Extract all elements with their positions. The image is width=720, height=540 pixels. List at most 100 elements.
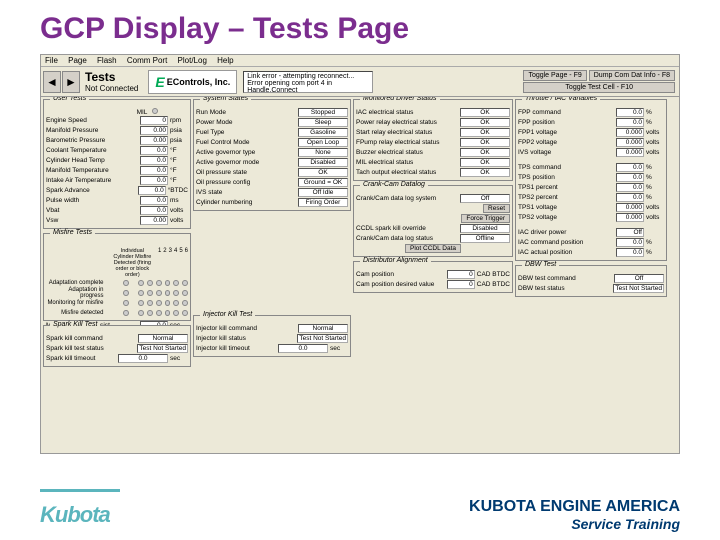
row-value: OK [460,108,510,117]
distributor-title: Distributor Alignment [360,257,431,264]
misfire-led [147,300,153,306]
err-line1: Link error - attempting reconnect... [247,73,369,80]
row-label: TPS2 voltage [518,214,616,221]
row-label: TPS command [518,164,616,171]
misfire-led [147,280,153,286]
error-messages: Link error - attempting reconnect... Err… [243,71,373,93]
row-value: None [298,148,348,157]
row-unit: sec [330,345,348,352]
row-value: 0.0 [616,238,644,247]
row-label: Manifold Temperature [46,167,140,174]
cc-r2-v[interactable]: Disabled [460,224,510,233]
conn-status: Not Connected [85,84,138,93]
footer-line2: Service Training [469,516,680,532]
row-value: 0 [447,280,475,289]
menu-page[interactable]: Page [68,56,87,65]
row-value: 0.0 [118,354,168,363]
injector-kill-title: Injector Kill Test [200,311,255,318]
menu-help[interactable]: Help [217,56,233,65]
row-unit: % [646,249,664,256]
row-label: Cam position [356,271,447,278]
app-window: File Page Flash Comm Port Plot/Log Help … [40,54,680,454]
row-label: Injector kill timeout [196,345,278,352]
spark-kill-panel: Spark Kill Test Spark kill commandNormal… [43,325,191,367]
row-label: Power Mode [196,119,298,126]
throttle-title: Throttle / IAC Variables [522,97,600,102]
logo-text: EControls, Inc. [167,77,231,87]
row-label: Run Mode [196,109,298,116]
reset-button[interactable]: Reset [483,204,510,213]
nav-next-button[interactable]: ► [62,71,80,93]
menu-commport[interactable]: Comm Port [127,56,167,65]
row-label: Tach output electrical status [356,169,460,176]
row-value: 0.0 [140,206,168,215]
row-label: FPump relay electrical status [356,139,460,146]
row-label: Injector kill status [196,335,297,342]
row-value: 0.0 [140,176,168,185]
row-unit: % [646,184,664,191]
misfire-led [173,300,179,306]
misfire-row-label: Adaptation complete [46,280,103,286]
row-unit: % [646,194,664,201]
row-unit: psia [170,137,188,144]
row-unit: volts [646,129,664,136]
dbw-title: DBW Test [522,261,559,268]
misfire-led [173,310,179,316]
row-label: TPS position [518,174,616,181]
row-value: 0.000 [616,138,644,147]
menu-file[interactable]: File [45,56,58,65]
row-value: OK [460,128,510,137]
row-unit: % [646,109,664,116]
row-label: IAC driver power [518,229,616,236]
row-value: Sleep [298,118,348,127]
row-label: Engine Speed [46,117,140,124]
row-unit: ms [170,197,188,204]
misfire-led [138,290,144,296]
row-value: 0.0 [140,166,168,175]
menu-plotlog[interactable]: Plot/Log [178,56,207,65]
row-value: 0.0 [616,173,644,182]
row-value: OK [460,148,510,157]
slide-title: GCP Display – Tests Page [0,0,720,54]
misfire-led [138,310,144,316]
misfire-led [138,280,144,286]
row-label: Spark kill command [46,335,138,342]
toggle-cell-button[interactable]: Toggle Test Cell - F10 [523,82,675,93]
row-label: Buzzer electrical status [356,149,460,156]
misfire-led [165,300,171,306]
row-unit: volts [646,214,664,221]
cc-r1-v[interactable]: Off [460,194,510,203]
row-value: OK [460,138,510,147]
misfire-led [182,280,188,286]
row-value: Open Loop [298,138,348,147]
misfire-led [123,300,129,306]
toggle-page-button[interactable]: Toggle Page - F9 [523,70,586,81]
row-value: Test Not Started [137,344,188,353]
row-label: Spark Advance [46,187,138,194]
row-label: FPP2 voltage [518,139,616,146]
plot-ccdl-button[interactable]: Plot CCDL Data [405,244,461,253]
row-value: 0.0 [278,344,328,353]
menubar: File Page Flash Comm Port Plot/Log Help [41,55,679,67]
row-unit: sec [170,355,188,362]
row-label: DBW test status [518,285,613,292]
row-value: Off [616,228,644,237]
distributor-panel: Distributor Alignment Cam position0CAD B… [353,261,513,293]
row-value: OK [460,118,510,127]
row-label: IVS voltage [518,149,616,156]
misfire-led [156,300,162,306]
misfire-row-label: Monitoring for misfire [46,300,103,306]
row-label: Active governor type [196,149,298,156]
mil-label: MIL [46,108,188,116]
monitored-panel: Monitored Driver Status IAC electrical s… [353,99,513,181]
row-value: Firing Order [298,198,348,207]
dump-button[interactable]: Dump Com Dat Info - F8 [589,70,675,81]
menu-flash[interactable]: Flash [97,56,117,65]
force-trigger-button[interactable]: Force Trigger [461,214,510,223]
row-unit: °F [170,167,188,174]
row-label: Spark kill timeout [46,355,118,362]
row-unit: % [646,174,664,181]
row-unit: % [646,164,664,171]
row-label: Oil pressure state [196,169,298,176]
nav-prev-button[interactable]: ◄ [43,71,61,93]
